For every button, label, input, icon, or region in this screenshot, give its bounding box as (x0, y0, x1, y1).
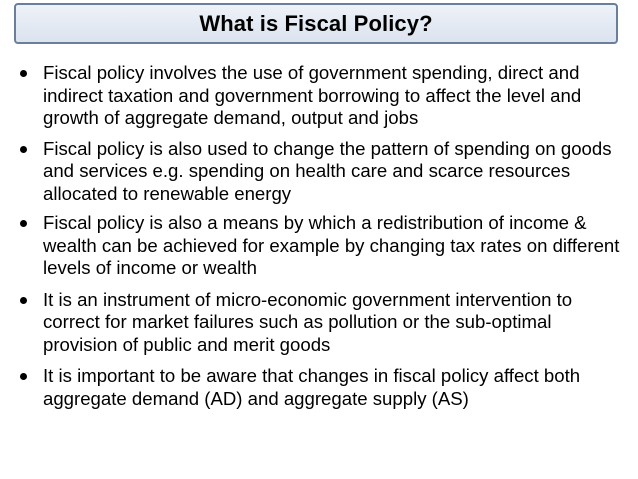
bullet-item-3: Fiscal policy is also a means by which a… (0, 212, 638, 280)
bullet-item-4: It is an instrument of micro-economic go… (0, 289, 638, 357)
bullet-text: Fiscal policy is also used to change the… (43, 137, 612, 204)
bullet-text: Fiscal policy is also a means by which a… (43, 212, 620, 278)
bullet-dot-icon (20, 70, 27, 77)
bullet-dot-icon (20, 296, 27, 304)
bullet-item-1: Fiscal policy involves the use of govern… (0, 62, 638, 130)
slide-title: What is Fiscal Policy? (199, 10, 433, 36)
slide-title-box: What is Fiscal Policy? (14, 3, 618, 44)
bullet-item-2: Fiscal policy is also used to change the… (0, 138, 638, 206)
bullet-text: It is an instrument of micro-economic go… (43, 288, 573, 355)
bullet-text: It is important to be aware that changes… (43, 365, 581, 409)
bullet-list: Fiscal policy involves the use of govern… (0, 62, 638, 418)
bullet-dot-icon (20, 145, 27, 153)
bullet-text: Fiscal policy involves the use of govern… (43, 62, 582, 128)
bullet-item-5: It is important to be aware that changes… (0, 365, 638, 410)
bullet-dot-icon (20, 220, 27, 227)
bullet-dot-icon (20, 373, 27, 380)
